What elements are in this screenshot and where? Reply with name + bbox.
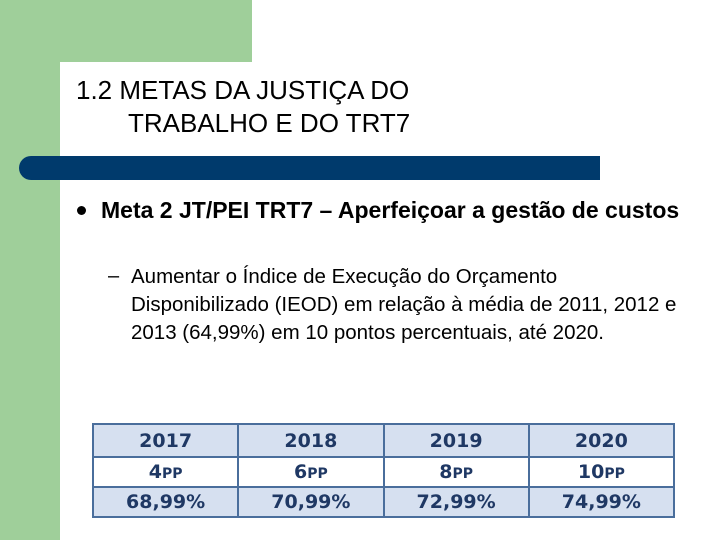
- sub-bullet-dash: –: [108, 265, 120, 287]
- title-card: [60, 62, 720, 162]
- pp-value: 6: [293, 461, 308, 483]
- percent-cell: 74,99%: [527, 486, 676, 518]
- slide-title: 1.2 METAS DA JUSTIÇA DO TRABALHO E DO TR…: [76, 74, 596, 140]
- sub-bullet-text: Aumentar o Índice de Execução do Orçamen…: [131, 265, 677, 344]
- pp-value: 10: [577, 461, 605, 483]
- year-cell: 2019: [382, 423, 530, 458]
- year-cell: 2020: [527, 423, 676, 458]
- percent-cell: 70,99%: [237, 486, 385, 518]
- year-cell: 2017: [91, 423, 240, 458]
- pp-cell: 6PP: [237, 456, 385, 488]
- year-cell: 2018: [237, 423, 385, 458]
- percent-cell: 68,99%: [91, 486, 240, 518]
- main-bullet-text: Meta 2 JT/PEI TRT7 – Aperfeiçoar a gestã…: [101, 197, 680, 223]
- table-row-percent: 68,99% 70,99% 72,99% 74,99%: [91, 486, 676, 518]
- pp-value: 4: [148, 461, 162, 483]
- green-left-stripe: [0, 0, 60, 540]
- title-line-1: 1.2 METAS DA JUSTIÇA DO: [76, 75, 410, 105]
- percent-cell: 72,99%: [382, 486, 530, 518]
- pp-unit: PP: [604, 466, 625, 482]
- title-line-2: TRABALHO E DO TRT7: [128, 108, 411, 138]
- pp-cell: 8PP: [382, 456, 530, 488]
- pp-cell: 10PP: [527, 456, 676, 488]
- table-row-years: 2017 2018 2019 2020: [91, 423, 676, 458]
- pp-unit: PP: [452, 466, 473, 482]
- pp-cell: 4PP: [91, 456, 240, 488]
- targets-table: 2017 2018 2019 2020 4PP 6PP 8PP 10PP 68,…: [91, 423, 676, 518]
- bullet-dot-icon: [77, 206, 86, 215]
- title-divider-bar: [19, 156, 600, 180]
- pp-unit: PP: [161, 466, 183, 482]
- pp-value: 8: [439, 461, 453, 483]
- table-row-pp: 4PP 6PP 8PP 10PP: [91, 456, 676, 488]
- pp-unit: PP: [307, 466, 328, 482]
